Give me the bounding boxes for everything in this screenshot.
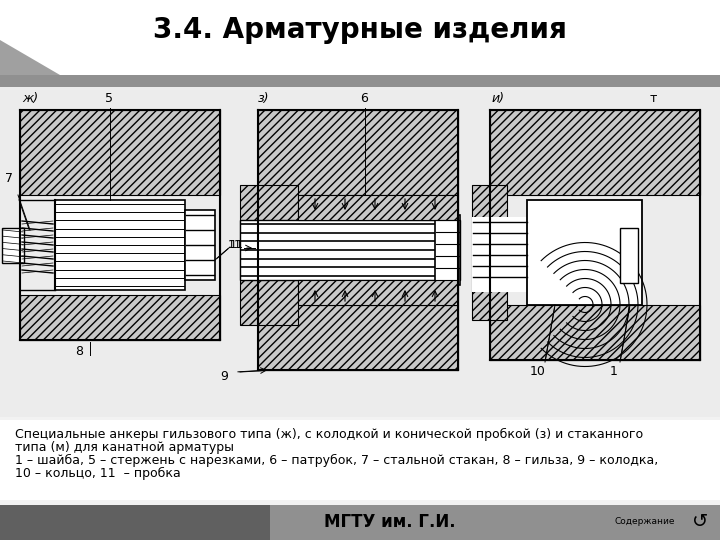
Bar bbox=[258, 195, 458, 305]
Bar bbox=[20, 110, 220, 340]
Bar bbox=[20, 295, 220, 340]
Bar bbox=[0, 0, 720, 75]
Text: 1: 1 bbox=[610, 365, 618, 378]
Bar bbox=[0, 505, 270, 540]
Bar bbox=[240, 220, 460, 280]
Bar bbox=[0, 75, 720, 87]
Text: и): и) bbox=[492, 92, 505, 105]
Bar bbox=[240, 185, 298, 325]
Bar bbox=[0, 420, 720, 500]
Text: Содержание: Содержание bbox=[615, 517, 675, 526]
Bar bbox=[20, 110, 220, 195]
Bar bbox=[185, 210, 215, 280]
Bar bbox=[258, 110, 458, 370]
Bar bbox=[490, 110, 700, 360]
Bar bbox=[472, 185, 507, 320]
Bar bbox=[490, 195, 700, 305]
Bar bbox=[0, 87, 720, 417]
Bar bbox=[55, 200, 185, 290]
Text: 10 – кольцо, 11  – пробка: 10 – кольцо, 11 – пробка bbox=[15, 467, 181, 480]
Bar bbox=[490, 305, 700, 360]
Text: ↺: ↺ bbox=[692, 512, 708, 531]
Bar bbox=[0, 505, 720, 540]
Text: 8: 8 bbox=[75, 345, 83, 358]
Text: 5: 5 bbox=[105, 92, 113, 105]
Text: т: т bbox=[650, 92, 657, 105]
Text: 6: 6 bbox=[360, 92, 368, 105]
Text: ж): ж) bbox=[22, 92, 38, 105]
Text: Специальные анкеры гильзового типа (ж), с колодкой и конической пробкой (з) и ст: Специальные анкеры гильзового типа (ж), … bbox=[15, 428, 643, 441]
Text: 9: 9 bbox=[220, 370, 228, 383]
Bar bbox=[258, 110, 458, 195]
Text: 10: 10 bbox=[530, 365, 546, 378]
Bar bbox=[298, 280, 458, 305]
Text: з): з) bbox=[258, 92, 269, 105]
Bar bbox=[527, 200, 642, 305]
Bar bbox=[298, 195, 458, 220]
Text: 11: 11 bbox=[230, 240, 244, 250]
Polygon shape bbox=[0, 40, 60, 75]
Bar bbox=[435, 215, 460, 285]
Bar bbox=[258, 305, 458, 370]
Text: 1 – шайба, 5 – стержень с нарезками, 6 – патрубок, 7 – стальной стакан, 8 – гиль: 1 – шайба, 5 – стержень с нарезками, 6 –… bbox=[15, 454, 658, 467]
Text: МГТУ им. Г.И.: МГТУ им. Г.И. bbox=[324, 513, 456, 531]
Text: типа (м) для канатной арматуры: типа (м) для канатной арматуры bbox=[15, 441, 234, 454]
Bar bbox=[490, 110, 700, 195]
Text: 7: 7 bbox=[5, 172, 13, 185]
Text: 11: 11 bbox=[228, 240, 242, 250]
Text: 3.4. Арматурные изделия: 3.4. Арматурные изделия bbox=[153, 16, 567, 44]
Bar bbox=[20, 195, 220, 295]
Bar bbox=[2, 228, 24, 263]
Bar bbox=[620, 228, 638, 283]
Bar bbox=[472, 217, 527, 292]
